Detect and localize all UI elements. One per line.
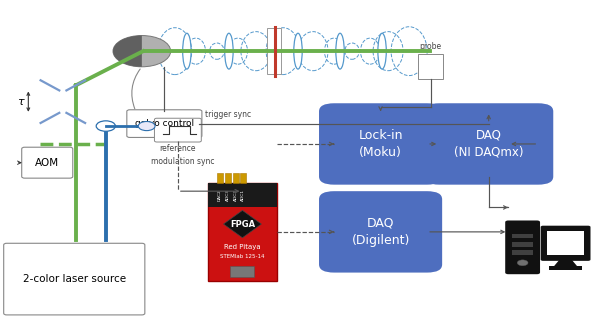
Bar — [208, 183, 277, 207]
Text: reference: reference — [160, 144, 196, 153]
Bar — [418, 54, 443, 79]
FancyBboxPatch shape — [155, 118, 201, 142]
Text: 2-color laser source: 2-color laser source — [23, 274, 126, 284]
Text: DAQ
(Digilent): DAQ (Digilent) — [352, 217, 410, 247]
Polygon shape — [223, 210, 261, 238]
Bar — [232, 173, 238, 183]
Ellipse shape — [336, 33, 344, 69]
Bar — [231, 266, 255, 278]
FancyBboxPatch shape — [319, 103, 442, 185]
FancyBboxPatch shape — [541, 226, 591, 261]
Ellipse shape — [225, 33, 233, 69]
Text: trigger sync: trigger sync — [205, 110, 251, 119]
Bar — [240, 173, 246, 183]
Circle shape — [517, 260, 528, 266]
Circle shape — [96, 121, 116, 131]
Circle shape — [138, 122, 155, 130]
Bar — [547, 231, 584, 255]
Text: DAC2: DAC2 — [218, 190, 222, 201]
Text: AOM: AOM — [35, 158, 60, 168]
Ellipse shape — [294, 33, 302, 69]
Ellipse shape — [378, 33, 386, 69]
Text: modulation sync: modulation sync — [151, 157, 214, 166]
FancyBboxPatch shape — [4, 243, 145, 315]
Text: probe: probe — [420, 42, 442, 51]
Bar — [225, 173, 231, 183]
Text: ADC1: ADC1 — [241, 189, 246, 201]
FancyBboxPatch shape — [424, 103, 553, 185]
Circle shape — [113, 36, 171, 67]
Bar — [512, 242, 533, 247]
Text: galvo control: galvo control — [135, 119, 194, 128]
Text: STEMlab 125-14: STEMlab 125-14 — [220, 254, 265, 259]
Bar — [549, 266, 582, 270]
Text: DAQ
(NI DAQmx): DAQ (NI DAQmx) — [454, 129, 524, 159]
Text: ADC2: ADC2 — [234, 189, 238, 201]
Text: Red Pitaya: Red Pitaya — [224, 244, 261, 250]
Bar — [512, 234, 533, 238]
Text: →: → — [144, 124, 149, 129]
Bar — [267, 28, 281, 74]
Text: FPGA: FPGA — [230, 219, 255, 229]
Text: ADC3: ADC3 — [226, 189, 230, 201]
Bar — [512, 250, 533, 255]
FancyBboxPatch shape — [505, 220, 540, 274]
Ellipse shape — [182, 33, 191, 69]
FancyBboxPatch shape — [127, 110, 202, 137]
Wedge shape — [113, 36, 142, 67]
Text: τ: τ — [17, 97, 24, 107]
Text: Lock-in
(Moku): Lock-in (Moku) — [358, 129, 403, 159]
FancyBboxPatch shape — [319, 191, 442, 273]
Bar — [217, 173, 223, 183]
Bar — [208, 183, 277, 281]
FancyBboxPatch shape — [22, 147, 73, 178]
Polygon shape — [554, 260, 577, 267]
